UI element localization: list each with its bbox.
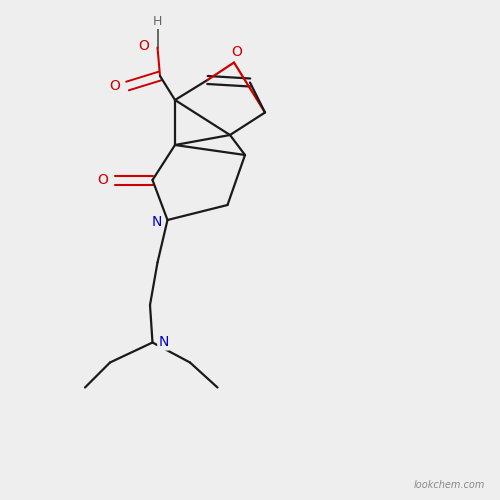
Text: N: N	[152, 216, 162, 230]
Text: N: N	[158, 336, 168, 349]
Text: lookchem.com: lookchem.com	[414, 480, 485, 490]
Text: O: O	[138, 39, 149, 53]
Text: O: O	[97, 173, 108, 187]
Text: O: O	[110, 79, 120, 93]
Text: H: H	[153, 15, 162, 28]
Text: O: O	[231, 46, 242, 60]
